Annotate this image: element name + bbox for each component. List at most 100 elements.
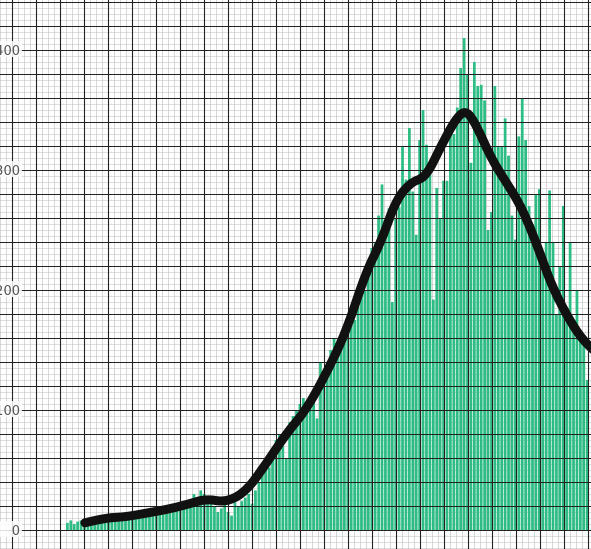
- bar: [134, 514, 138, 530]
- bar: [418, 140, 421, 530]
- bar: [66, 522, 69, 530]
- bar: [144, 516, 148, 530]
- y-tick-label: 400: [0, 44, 20, 59]
- bar: [165, 510, 168, 530]
- bar: [346, 326, 350, 530]
- bar: [151, 514, 155, 530]
- bar: [343, 335, 346, 530]
- bar: [199, 490, 203, 530]
- bar: [284, 458, 288, 530]
- y-axis-labels: 0 100 200 300 400: [0, 41, 22, 539]
- bar: [69, 520, 73, 530]
- y-tick-label-background: [0, 161, 22, 177]
- bar: [438, 218, 442, 530]
- bar: [271, 449, 274, 530]
- bar: [360, 278, 363, 530]
- bar: [377, 215, 380, 530]
- bar: [531, 224, 534, 530]
- bar: [117, 518, 121, 530]
- y-tick-label-background: [0, 281, 22, 297]
- bar: [325, 368, 329, 530]
- bar: [370, 248, 374, 530]
- bar: [172, 507, 175, 530]
- bar: [431, 299, 435, 530]
- bar: [267, 467, 271, 530]
- bar: [93, 520, 97, 530]
- bar: [428, 165, 432, 530]
- bar: [298, 404, 302, 530]
- bar: [524, 140, 528, 530]
- bar: [120, 519, 124, 530]
- bar: [585, 380, 589, 530]
- bar: [339, 347, 343, 530]
- bar: [79, 520, 83, 530]
- bar: [514, 239, 517, 530]
- bar: [449, 122, 452, 530]
- bar: [579, 332, 582, 530]
- bar: [353, 320, 357, 530]
- bar: [435, 188, 439, 530]
- bar: [319, 362, 322, 530]
- bar: [462, 38, 466, 530]
- bar: [312, 398, 315, 530]
- bar: [582, 344, 586, 530]
- bar: [237, 506, 240, 530]
- bar: [541, 254, 545, 530]
- bar: [455, 107, 459, 530]
- bar: [336, 342, 339, 530]
- bar: [182, 504, 186, 530]
- bar: [127, 520, 131, 530]
- bar: [349, 314, 353, 530]
- bar: [213, 506, 216, 530]
- bar: [230, 515, 233, 530]
- bar: [397, 207, 401, 530]
- bar: [472, 62, 476, 530]
- y-tick-label-background: [0, 401, 22, 417]
- bar: [356, 302, 360, 530]
- trend-line: [80, 108, 591, 528]
- y-tick-label: 100: [0, 404, 20, 419]
- bar: [308, 405, 312, 530]
- bar: [175, 509, 179, 530]
- bar: [404, 179, 408, 530]
- bar: [548, 190, 551, 530]
- bar: [565, 308, 569, 530]
- bar: [264, 458, 268, 530]
- bar: [247, 494, 250, 530]
- bar: [493, 86, 497, 530]
- y-tick-label: 300: [0, 164, 20, 179]
- bar: [366, 272, 370, 530]
- bar: [411, 191, 415, 530]
- bar: [329, 350, 333, 530]
- bar: [260, 464, 264, 530]
- bar: [301, 398, 305, 530]
- bar: [72, 524, 76, 530]
- bar: [476, 86, 480, 530]
- bar: [490, 212, 493, 530]
- bar: [305, 412, 309, 530]
- bar: [189, 500, 192, 530]
- bar: [223, 504, 227, 530]
- bar: [408, 128, 411, 530]
- bar: [281, 446, 285, 530]
- bar: [390, 302, 394, 530]
- bar: [517, 136, 521, 530]
- bar: [137, 515, 141, 530]
- bar: [537, 189, 541, 530]
- bar: [103, 519, 107, 530]
- bar: [561, 206, 565, 530]
- bar: [486, 230, 490, 530]
- bar: [503, 118, 507, 531]
- bar: [425, 144, 428, 531]
- bar: [243, 497, 247, 530]
- y-tick-label-background: [0, 521, 22, 537]
- bar: [113, 514, 117, 530]
- bar: [240, 501, 244, 530]
- bar: [148, 512, 151, 530]
- bar: [445, 180, 449, 531]
- bar: [295, 410, 298, 530]
- bar: [141, 513, 144, 530]
- bar: [479, 84, 483, 531]
- bar: [469, 162, 473, 531]
